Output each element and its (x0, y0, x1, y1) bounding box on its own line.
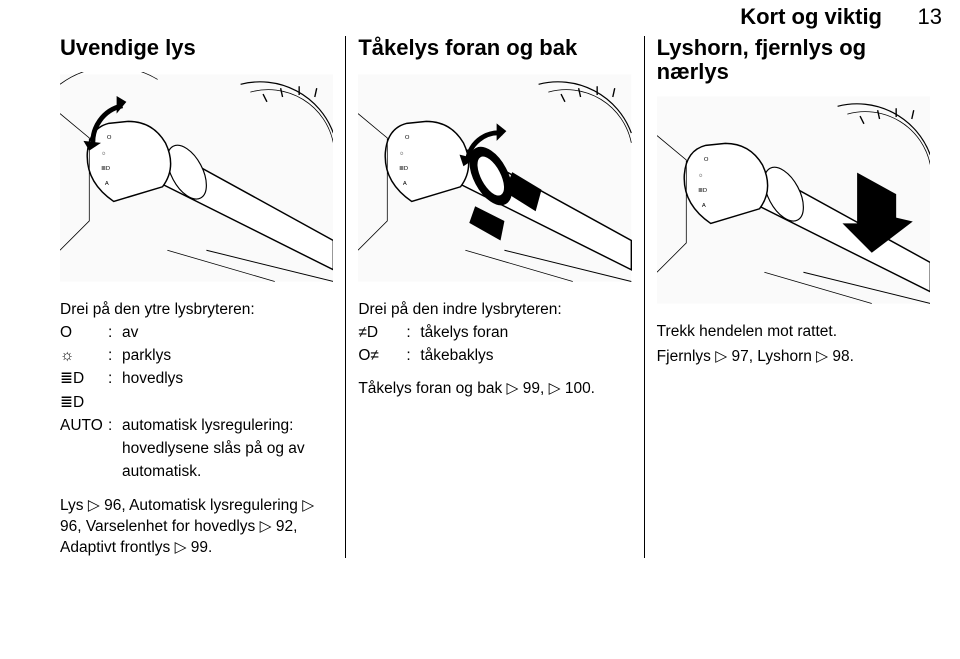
def-row: ≠D : tåkelys foran (358, 321, 631, 344)
def-colon: : (108, 344, 122, 367)
col2-footer: Tåkelys foran og bak ▷ 99, ▷ 100. (358, 379, 631, 400)
col-exterior-lights: Uvendige lys (48, 36, 345, 558)
svg-text:☼: ☼ (698, 173, 703, 179)
manual-page: Kort og viktig 13 Uvendige lys (0, 0, 960, 659)
def-row: AUTO : automatisk lysregulering: hovedly… (60, 414, 333, 484)
chapter-title: Kort og viktig (740, 4, 882, 30)
col1-intro: Drei på den ytre lysbryteren: (60, 300, 333, 321)
def-symbol: AUTO (60, 414, 108, 437)
def-text: av (122, 321, 333, 344)
def-colon: : (108, 321, 122, 344)
svg-text:O: O (405, 135, 410, 141)
illustration-stalk-pull: O ☼ ≣D A (657, 94, 930, 306)
svg-text:☼: ☼ (399, 151, 404, 157)
def-text: automatisk lysregulering: hovedlysene sl… (122, 414, 333, 484)
def-row: O≠ : tåkebaklys (358, 344, 631, 367)
svg-text:☼: ☼ (101, 151, 106, 157)
svg-text:O: O (107, 135, 112, 141)
page-number: 13 (918, 4, 942, 30)
def-symbol: ≣D ≣D (60, 367, 108, 414)
page-header: Kort og viktig 13 (0, 0, 960, 36)
def-text: hovedlys (122, 367, 333, 390)
def-colon: : (406, 321, 420, 344)
def-symbol: ☼ (60, 344, 108, 367)
col2-intro: Drei på den indre lysbryteren: (358, 300, 631, 321)
svg-text:A: A (702, 203, 706, 209)
def-row: O : av (60, 321, 333, 344)
def-text: tåkebaklys (420, 344, 631, 367)
col2-title: Tåkelys foran og bak (358, 36, 631, 62)
col1-title: Uvendige lys (60, 36, 333, 62)
illustration-stalk-rotate-inner: O ☼ ≣D A (358, 72, 631, 284)
def-colon: : (108, 367, 122, 390)
col-fog-lights: Tåkelys foran og bak (345, 36, 643, 558)
col1-footer: Lys ▷ 96, Automatisk lysregulering ▷ 96,… (60, 496, 333, 559)
col2-def-list: ≠D : tåkelys foran O≠ : tåkebaklys (358, 321, 631, 368)
def-colon: : (108, 414, 122, 437)
def-row: ≣D ≣D : hovedlys (60, 367, 333, 414)
col3-line2: Fjernlys ▷ 97, Lyshorn ▷ 98. (657, 347, 930, 368)
svg-text:O: O (704, 157, 709, 163)
col3-line1: Trekk hendelen mot rattet. (657, 322, 930, 343)
svg-text:A: A (105, 181, 109, 187)
content-columns: Uvendige lys (0, 36, 960, 558)
def-symbol: O (60, 321, 108, 344)
def-text: parklys (122, 344, 333, 367)
def-symbol: ≠D (358, 321, 406, 344)
col-high-beam: Lyshorn, fjernlys og nærlys (644, 36, 942, 558)
def-colon: : (406, 344, 420, 367)
col3-title: Lyshorn, fjernlys og nærlys (657, 36, 930, 84)
def-symbol: O≠ (358, 344, 406, 367)
col1-def-list: O : av ☼ : parklys ≣D ≣D : hovedlys AUTO… (60, 321, 333, 484)
illustration-stalk-rotate-outer: O ☼ ≣D A (60, 72, 333, 284)
def-text: tåkelys foran (420, 321, 631, 344)
svg-text:A: A (403, 181, 407, 187)
def-row: ☼ : parklys (60, 344, 333, 367)
